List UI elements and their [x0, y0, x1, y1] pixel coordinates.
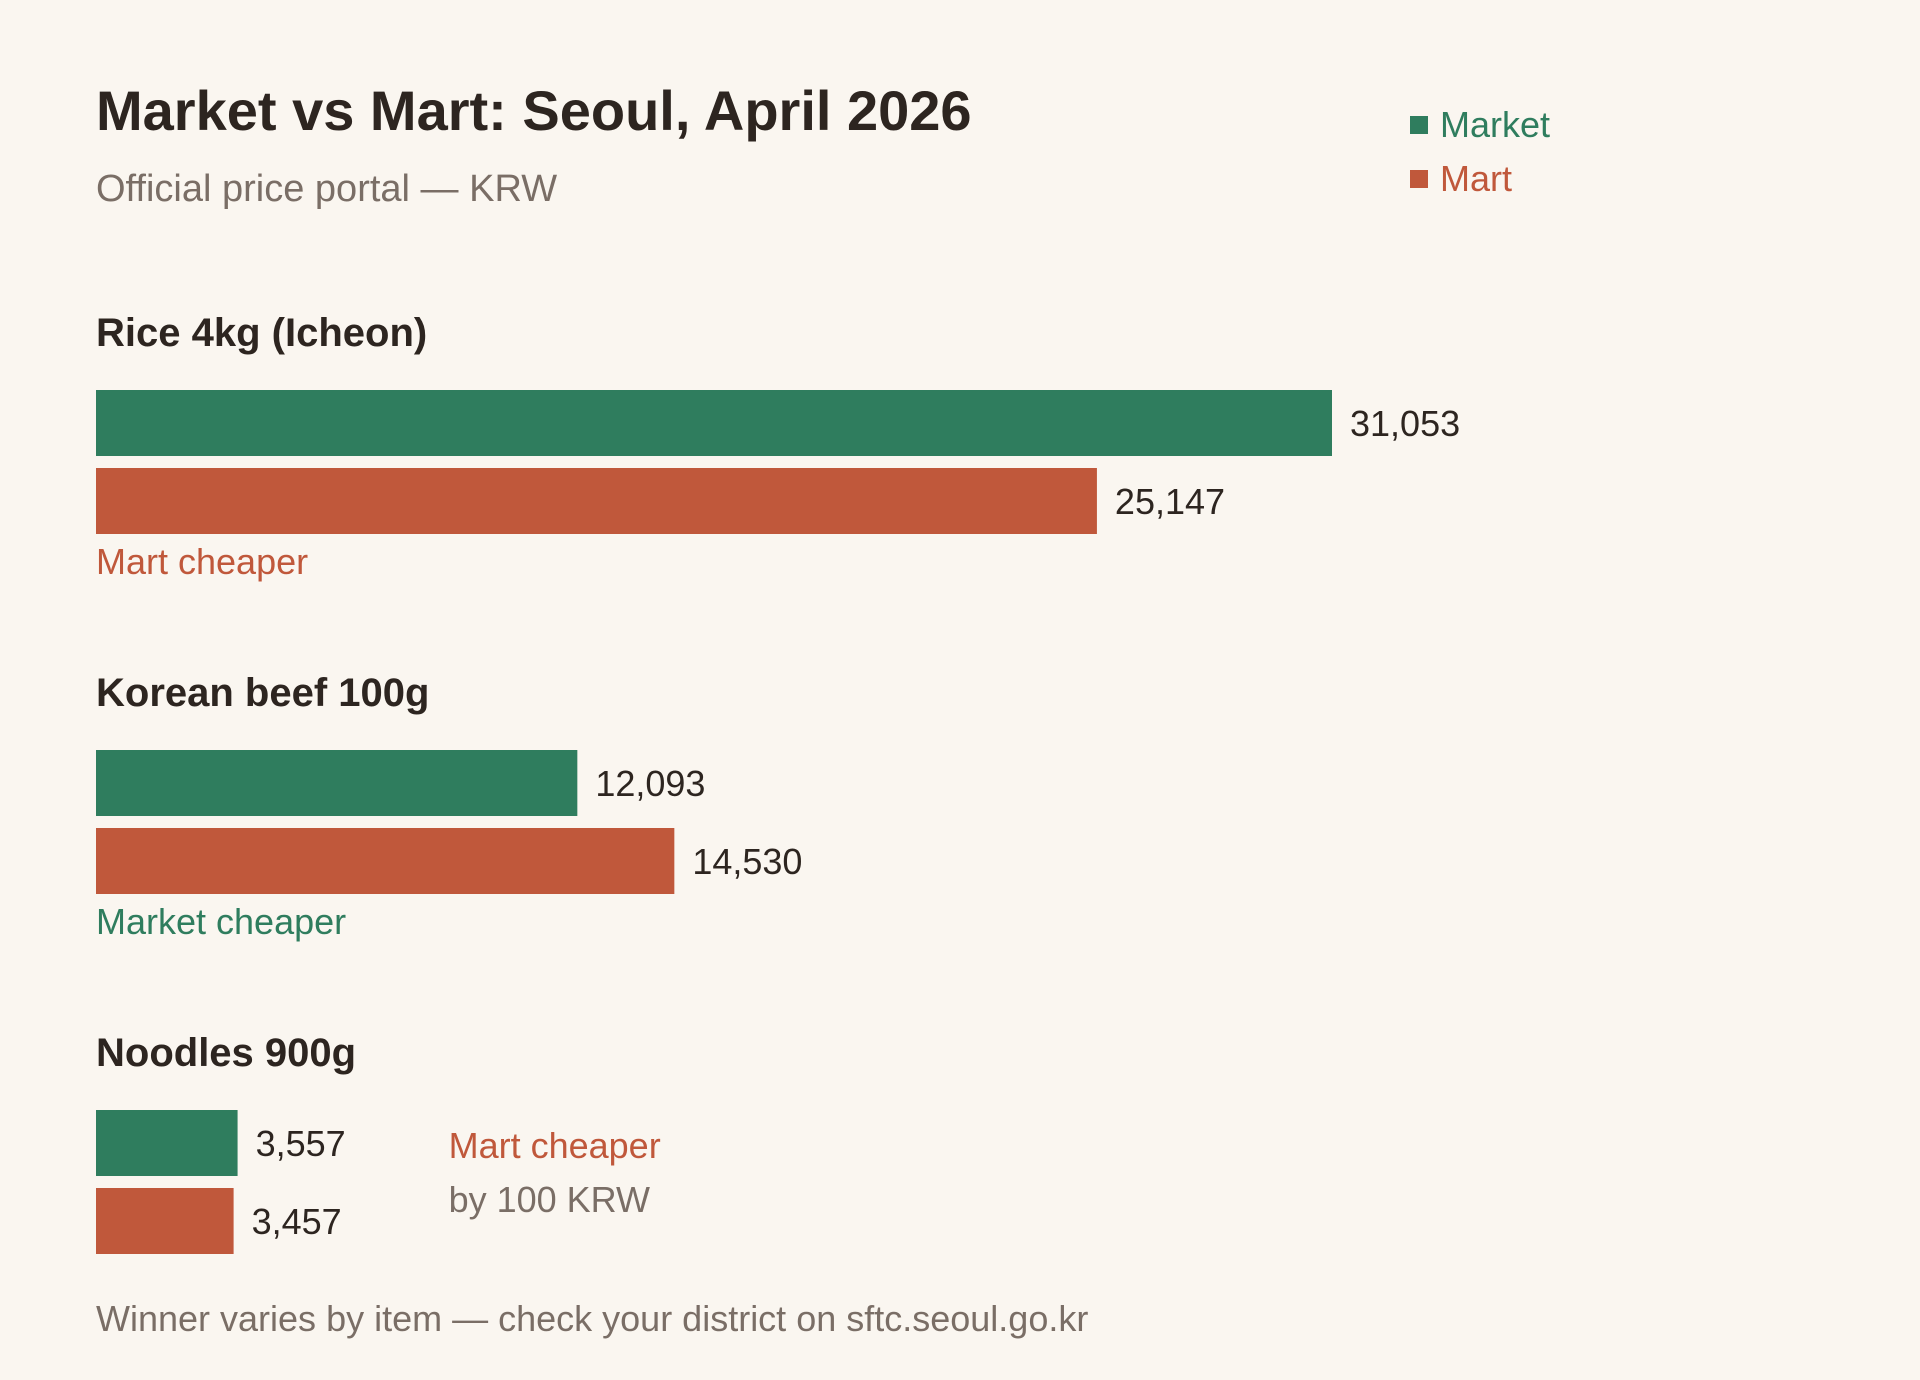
bar-market — [96, 1110, 238, 1176]
verdict-detail: by 100 KRW — [449, 1179, 650, 1220]
legend-swatch-mart — [1410, 170, 1428, 188]
chart-subtitle: Official price portal — KRW — [96, 168, 558, 210]
data-label-mart: 3,457 — [252, 1201, 342, 1242]
verdict-label: Market cheaper — [96, 901, 346, 942]
legend-label-market: Market — [1440, 104, 1551, 145]
data-label-mart: 14,530 — [692, 841, 802, 882]
bar-mart — [96, 468, 1097, 534]
verdict-label: Mart cheaper — [96, 541, 308, 582]
legend-item-market: Market — [1410, 98, 1550, 152]
category-label: Korean beef 100g — [96, 671, 429, 715]
data-label-market: 12,093 — [595, 763, 705, 804]
category-label: Rice 4kg (Icheon) — [96, 311, 427, 355]
bar-mart — [96, 1188, 234, 1254]
data-label-market: 3,557 — [256, 1123, 346, 1164]
data-label-market: 31,053 — [1350, 403, 1460, 444]
bar-market — [96, 750, 578, 816]
footer-note: Winner varies by item — check your distr… — [96, 1298, 1089, 1339]
verdict-label: Mart cheaper — [449, 1125, 661, 1166]
data-label-mart: 25,147 — [1115, 481, 1225, 522]
chart-title: Market vs Mart: Seoul, April 2026 — [96, 79, 972, 142]
bar-market — [96, 390, 1332, 456]
bar-mart — [96, 828, 675, 894]
category-label: Noodles 900g — [96, 1031, 356, 1075]
legend: Market Mart — [1410, 98, 1550, 206]
legend-swatch-market — [1410, 116, 1428, 134]
legend-item-mart: Mart — [1410, 152, 1550, 206]
legend-label-mart: Mart — [1440, 158, 1512, 199]
